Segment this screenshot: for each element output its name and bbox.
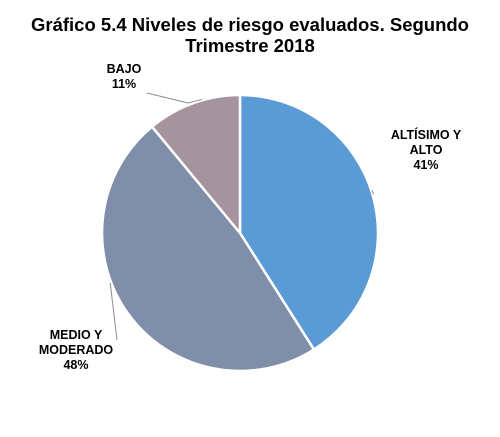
slice-label-bajo-percent: 11% xyxy=(111,77,137,91)
slice-label-altisimo-alto-line-1: ALTÍSIMO Y xyxy=(390,128,462,142)
slice-label-medio-moderado-line-1: MEDIO Y xyxy=(49,328,103,342)
slice-label-bajo: BAJO 11% xyxy=(96,62,152,92)
slice-label-bajo-line-1: BAJO xyxy=(106,62,142,76)
slice-label-altisimo-alto-percent: 41% xyxy=(413,158,439,172)
leader-line-bajo xyxy=(146,92,203,104)
leader-line-medio-moderado xyxy=(109,282,118,341)
leader-line-altisimo-alto xyxy=(371,189,374,195)
pie-slices xyxy=(100,93,380,373)
chart-title: Gráfico 5.4 Niveles de riesgo evaluados.… xyxy=(0,14,500,56)
pie-slice-medio-moderado xyxy=(100,125,316,373)
chart-title-line-2: Trimestre 2018 xyxy=(185,35,315,56)
slice-label-medio-moderado-line-2: MODERADO xyxy=(38,343,114,357)
pie-slice-bajo xyxy=(150,93,242,235)
slice-label-altisimo-alto: ALTÍSIMO Y ALTO 41% xyxy=(378,128,474,173)
slice-label-medio-moderado-percent: 48% xyxy=(63,358,89,372)
chart-title-line-1: Gráfico 5.4 Niveles de riesgo evaluados.… xyxy=(31,14,469,35)
leader-lines xyxy=(109,92,374,341)
slice-label-medio-moderado: MEDIO Y MODERADO 48% xyxy=(22,328,130,373)
slice-label-altisimo-alto-line-2: ALTO xyxy=(409,143,443,157)
